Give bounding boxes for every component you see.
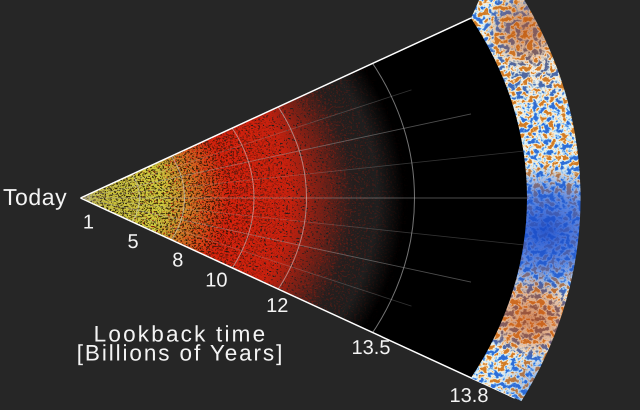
svg-text:Today: Today — [3, 184, 67, 210]
svg-text:13.8: 13.8 — [450, 385, 489, 407]
svg-text:[Billions of Years]: [Billions of Years] — [77, 341, 284, 366]
svg-text:12: 12 — [266, 295, 288, 317]
svg-text:Lookback time: Lookback time — [94, 322, 268, 347]
svg-text:10: 10 — [205, 270, 227, 292]
svg-text:1: 1 — [83, 212, 94, 234]
svg-text:5: 5 — [128, 231, 139, 253]
svg-text:13.5: 13.5 — [352, 337, 391, 359]
svg-text:8: 8 — [172, 249, 183, 271]
